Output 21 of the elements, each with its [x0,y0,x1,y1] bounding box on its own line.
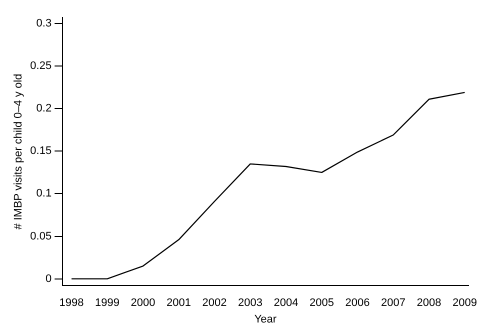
x-tick-label: 2002 [202,297,227,310]
y-tick-label: 0.3 [36,18,52,30]
y-tick-label: 0 [45,272,52,285]
x-tick-label: 2005 [310,297,334,310]
x-tick-label: 2004 [274,297,298,310]
y-tick-label: 0.1 [36,188,52,200]
x-tick-label: 2001 [166,297,192,310]
x-tick-label: 2006 [345,297,370,310]
x-tick-label: 2003 [238,297,262,310]
x-tick-label: 2000 [130,297,156,310]
y-axis-title: # IMBP visits per child 0–4 y old [12,74,25,230]
y-tick-label: 0.05 [30,230,52,242]
x-tick-label: 2007 [380,297,406,310]
x-tick-label: 2009 [452,297,477,310]
y-tick-label: 0.15 [30,145,52,158]
y-tick-label: 0.25 [30,60,52,72]
x-tick-label: 1998 [59,297,84,310]
y-tick-label: 0.2 [36,102,52,115]
x-tick-label: 2008 [416,297,442,310]
x-tick-label: 1999 [95,297,120,310]
x-axis-title: Year [254,313,277,326]
